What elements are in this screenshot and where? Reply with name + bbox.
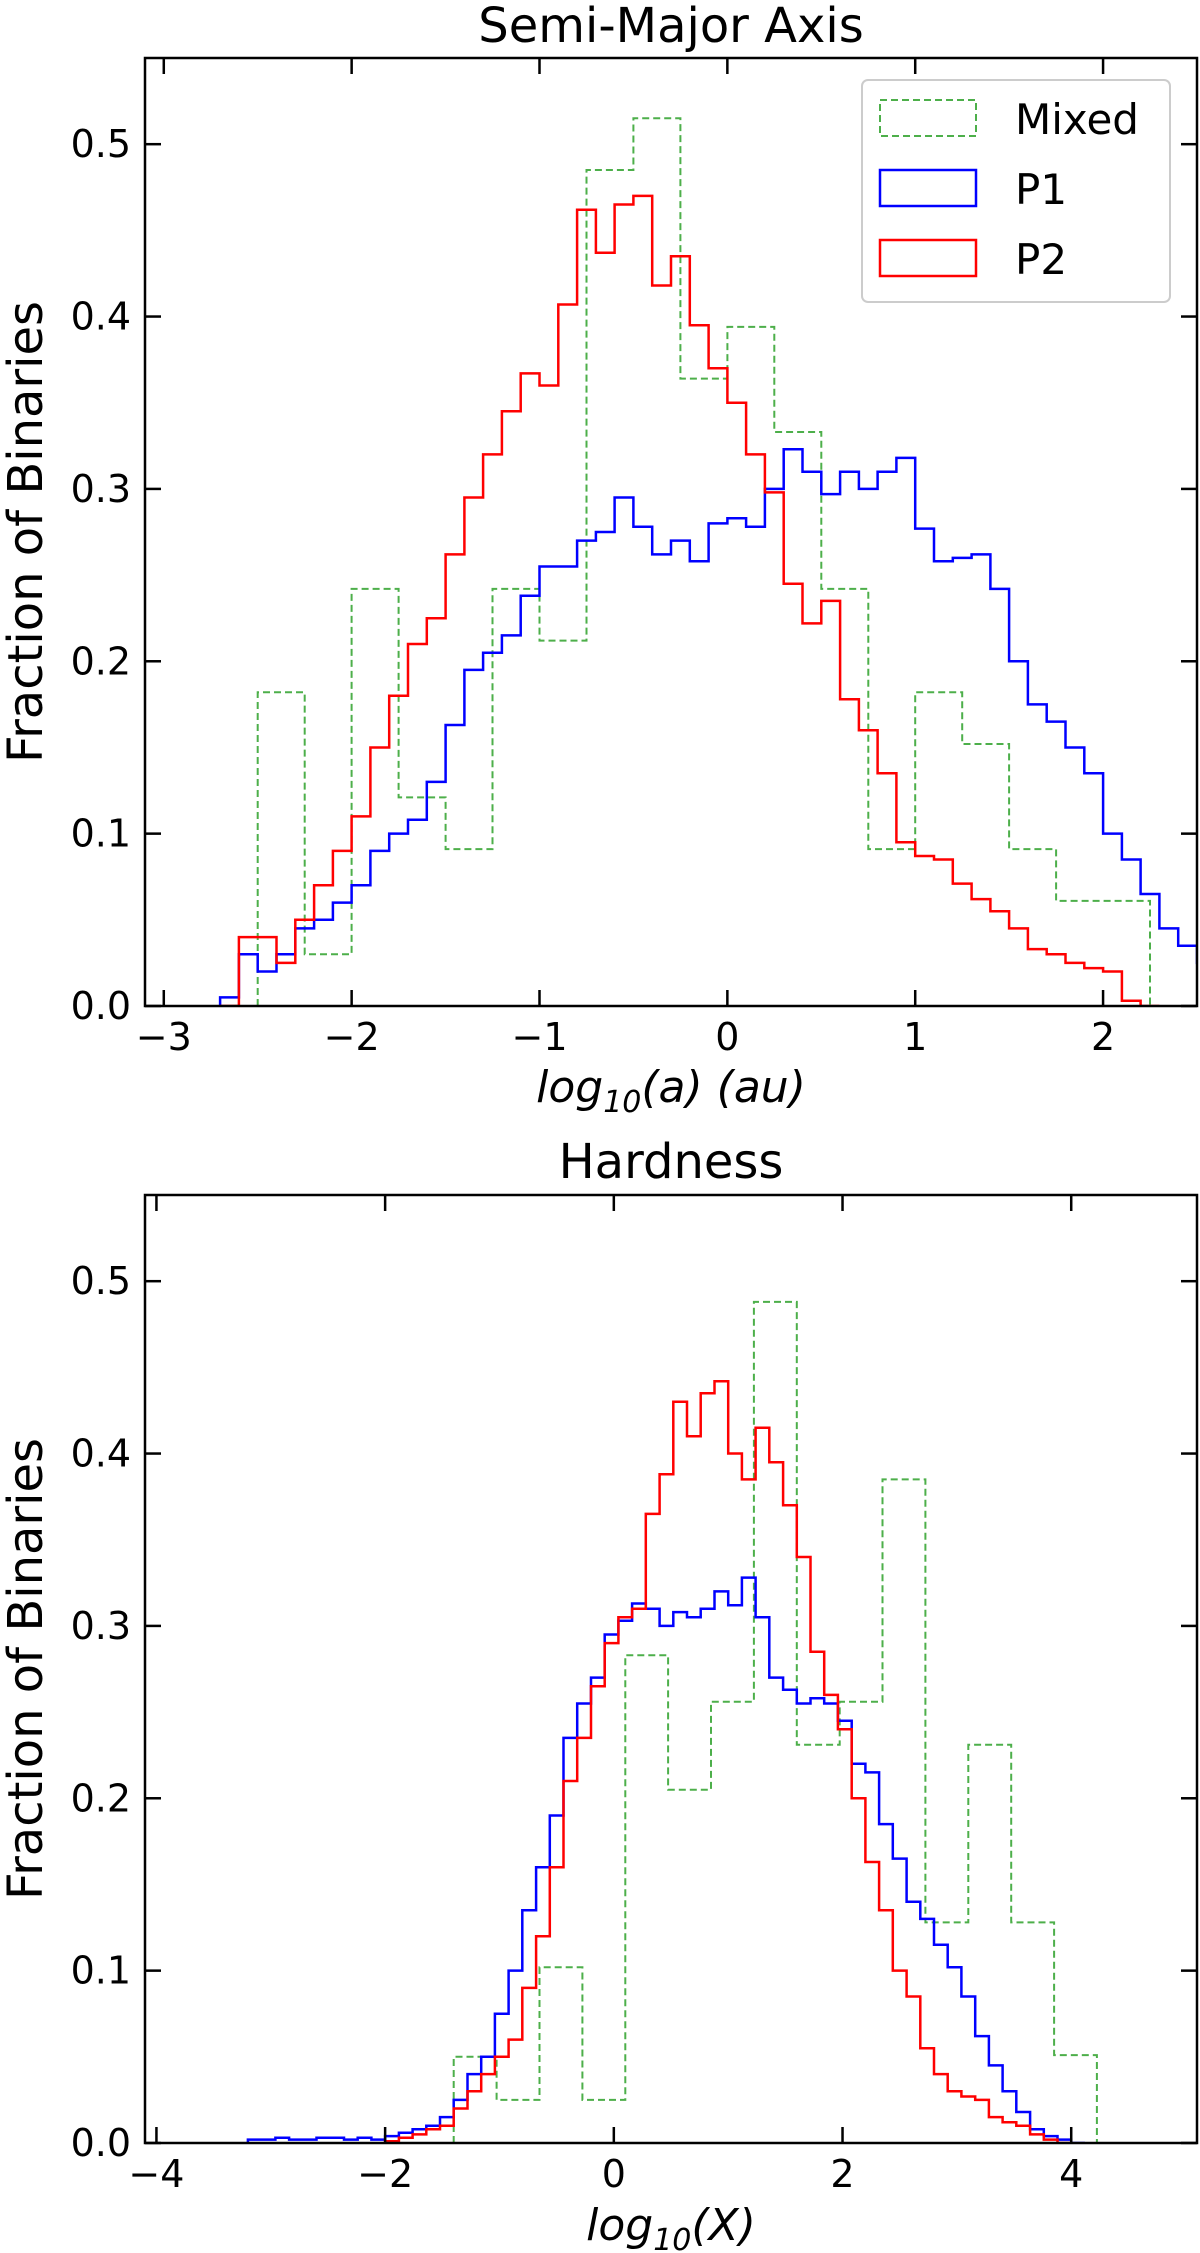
- series-group: [218, 117, 1197, 1006]
- series-mixed-step: [452, 1300, 1197, 2143]
- x-tick-label: 0: [715, 1015, 739, 1059]
- series-p2-step: [220, 194, 1160, 1006]
- series-group: [246, 1300, 1197, 2143]
- series-p1-step: [246, 1576, 1085, 2143]
- legend: Mixed P1 P2: [861, 79, 1171, 303]
- x-tick-label: −1: [511, 1015, 567, 1059]
- legend-patch-p1: [878, 168, 978, 208]
- series-p2-step: [383, 1379, 1072, 2143]
- x-axis-label: log10(X): [586, 2200, 756, 2253]
- y-tick-label: 0.4: [71, 295, 131, 339]
- hardness-chart: Hardness −4 −2 0 2 4 0.0 0.1 0.2 0.3 0.4 0.5 log1…: [0, 1134, 1199, 2253]
- y-tick-label: 0.0: [71, 984, 131, 1028]
- legend-patch-mixed: [879, 99, 977, 137]
- series-p1-step: [218, 448, 1197, 1006]
- x-tick-label: 4: [1059, 2152, 1083, 2196]
- x-tick-label: −4: [128, 2152, 184, 2196]
- y-tick-label: 0.1: [71, 1949, 131, 1993]
- y-axis-ticks: 0.0 0.1 0.2 0.3 0.4 0.5: [71, 1259, 1197, 2165]
- y-axis-ticks: 0.0 0.1 0.2 0.3 0.4 0.5: [71, 122, 1197, 1028]
- x-tick-label: −2: [324, 1015, 380, 1059]
- legend-label-mixed: Mixed: [1015, 95, 1139, 144]
- chart-title: Semi-Major Axis: [478, 0, 864, 54]
- x-tick-label: −3: [136, 1015, 192, 1059]
- x-tick-label: 0: [602, 2152, 626, 2196]
- y-tick-label: 0.2: [71, 639, 131, 683]
- y-tick-label: 0.3: [71, 467, 131, 511]
- y-axis-label: Fraction of Binaries: [0, 301, 54, 763]
- legend-label-p1: P1: [1015, 165, 1067, 214]
- series-mixed-step: [256, 117, 1151, 1006]
- y-tick-label: 0.4: [71, 1432, 131, 1476]
- legend-patch-p2: [878, 238, 978, 278]
- chart-title: Hardness: [559, 1134, 784, 1190]
- legend-label-p2: P2: [1015, 235, 1067, 284]
- y-tick-label: 0.5: [71, 122, 131, 166]
- y-tick-label: 0.5: [71, 1259, 131, 1303]
- x-axis-label: log10(a) (au): [536, 1062, 806, 1120]
- y-tick-label: 0.0: [71, 2121, 131, 2165]
- y-axis-label: Fraction of Binaries: [0, 1438, 54, 1900]
- y-tick-label: 0.1: [71, 812, 131, 856]
- plot-frame: [143, 1193, 1199, 2145]
- plot-frame: [143, 56, 1199, 1008]
- x-axis-ticks: −4 −2 0 2 4: [128, 1195, 1083, 2196]
- x-axis-ticks: −3 −2 −1 0 1 2: [136, 58, 1115, 1059]
- x-tick-label: −2: [357, 2152, 413, 2196]
- x-tick-label: 2: [1091, 1015, 1115, 1059]
- y-tick-label: 0.3: [71, 1604, 131, 1648]
- x-tick-label: 2: [830, 2152, 854, 2196]
- y-tick-label: 0.2: [71, 1776, 131, 1820]
- semi-major-axis-chart: Semi-Major Axis −3 −2 −1 0 1 2 0.00.10.20.30.…: [0, 0, 1199, 1120]
- x-tick-label: 1: [903, 1015, 927, 1059]
